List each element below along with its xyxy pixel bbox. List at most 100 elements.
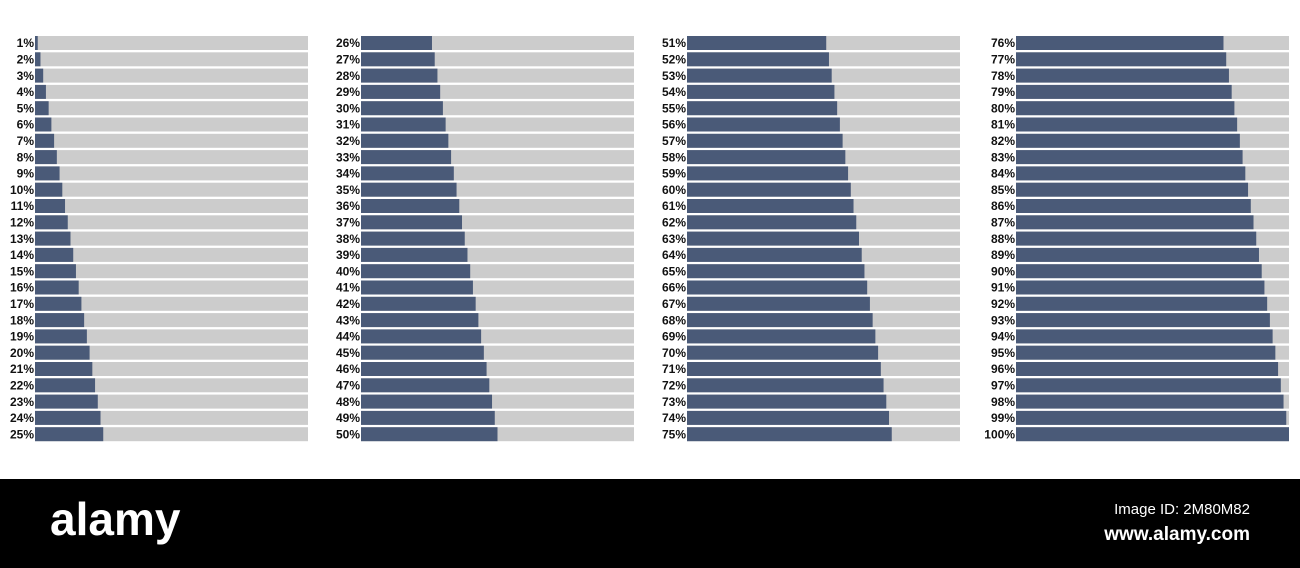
bar bbox=[1016, 410, 1287, 425]
bar bbox=[35, 166, 60, 181]
value-label: 89% bbox=[991, 248, 1015, 262]
bar bbox=[1016, 313, 1270, 328]
track bbox=[35, 84, 308, 99]
bar bbox=[35, 199, 66, 213]
bar bbox=[687, 378, 884, 393]
bar bbox=[35, 378, 96, 393]
value-label: 76% bbox=[991, 36, 1015, 50]
value-label: 79% bbox=[991, 85, 1015, 99]
value-label: 2% bbox=[17, 52, 35, 66]
value-label: 27% bbox=[336, 52, 360, 66]
track bbox=[35, 52, 308, 67]
value-label: 18% bbox=[10, 313, 34, 327]
bar bbox=[687, 313, 873, 328]
bar bbox=[687, 68, 832, 83]
bar bbox=[35, 296, 82, 311]
bar bbox=[687, 296, 870, 311]
value-label: 1% bbox=[17, 36, 35, 50]
track bbox=[35, 247, 308, 262]
value-label: 54% bbox=[662, 85, 686, 99]
value-label: 52% bbox=[662, 52, 686, 66]
track bbox=[35, 150, 308, 165]
value-label: 8% bbox=[17, 150, 35, 164]
bar bbox=[361, 166, 454, 181]
value-label: 53% bbox=[662, 69, 686, 83]
bar bbox=[1016, 378, 1281, 393]
value-label: 67% bbox=[662, 297, 686, 311]
bar bbox=[1016, 329, 1273, 344]
value-label: 60% bbox=[662, 183, 686, 197]
value-label: 30% bbox=[336, 101, 360, 115]
track bbox=[35, 264, 308, 279]
bar bbox=[35, 182, 63, 197]
value-label: 65% bbox=[662, 264, 686, 278]
value-label: 32% bbox=[336, 134, 360, 148]
value-label: 100% bbox=[984, 427, 1015, 441]
bar bbox=[687, 36, 827, 50]
value-label: 10% bbox=[10, 183, 34, 197]
value-label: 49% bbox=[336, 411, 360, 425]
image-id: Image ID: 2M80M82 bbox=[1114, 501, 1250, 518]
value-label: 13% bbox=[10, 232, 34, 246]
bar bbox=[361, 199, 460, 213]
track bbox=[35, 117, 308, 132]
bar bbox=[35, 150, 57, 165]
bar bbox=[361, 84, 441, 99]
value-label: 36% bbox=[336, 199, 360, 213]
bar bbox=[687, 133, 843, 148]
bar bbox=[687, 345, 879, 360]
value-label: 73% bbox=[662, 395, 686, 409]
bar bbox=[35, 101, 49, 116]
value-label: 25% bbox=[10, 427, 34, 441]
value-label: 43% bbox=[336, 313, 360, 327]
bar bbox=[361, 68, 438, 83]
value-label: 35% bbox=[336, 183, 360, 197]
bar bbox=[361, 345, 484, 360]
bar bbox=[361, 264, 471, 279]
value-label: 15% bbox=[10, 264, 34, 278]
bar bbox=[35, 247, 74, 262]
bar bbox=[687, 150, 846, 165]
bar bbox=[687, 199, 854, 213]
bar bbox=[35, 68, 44, 83]
value-label: 71% bbox=[662, 362, 686, 376]
value-label: 24% bbox=[10, 411, 34, 425]
value-label: 84% bbox=[991, 167, 1015, 181]
value-label: 81% bbox=[991, 118, 1015, 132]
value-label: 40% bbox=[336, 264, 360, 278]
bar bbox=[687, 362, 881, 376]
bar bbox=[35, 215, 68, 230]
bar bbox=[35, 36, 38, 50]
value-label: 45% bbox=[336, 346, 360, 360]
bar bbox=[35, 427, 104, 442]
value-label: 90% bbox=[991, 264, 1015, 278]
value-label: 50% bbox=[336, 427, 360, 441]
value-label: 17% bbox=[10, 297, 34, 311]
value-label: 98% bbox=[991, 395, 1015, 409]
bar bbox=[361, 101, 443, 116]
value-label: 3% bbox=[17, 69, 35, 83]
bar bbox=[1016, 166, 1246, 181]
value-label: 85% bbox=[991, 183, 1015, 197]
value-label: 75% bbox=[662, 427, 686, 441]
bar bbox=[35, 345, 90, 360]
value-label: 29% bbox=[336, 85, 360, 99]
track bbox=[35, 68, 308, 83]
track bbox=[35, 215, 308, 230]
bar bbox=[687, 427, 892, 442]
value-label: 97% bbox=[991, 378, 1015, 392]
track bbox=[35, 36, 308, 50]
value-label: 46% bbox=[336, 362, 360, 376]
bar bbox=[687, 394, 887, 409]
bar bbox=[687, 84, 835, 99]
value-label: 92% bbox=[991, 297, 1015, 311]
bar bbox=[687, 52, 829, 67]
bar bbox=[361, 427, 498, 442]
track bbox=[35, 345, 308, 360]
url: www.alamy.com bbox=[1103, 524, 1250, 545]
track bbox=[35, 199, 308, 213]
bar bbox=[361, 150, 452, 165]
value-label: 78% bbox=[991, 69, 1015, 83]
bar bbox=[687, 264, 865, 279]
bar bbox=[361, 378, 490, 393]
